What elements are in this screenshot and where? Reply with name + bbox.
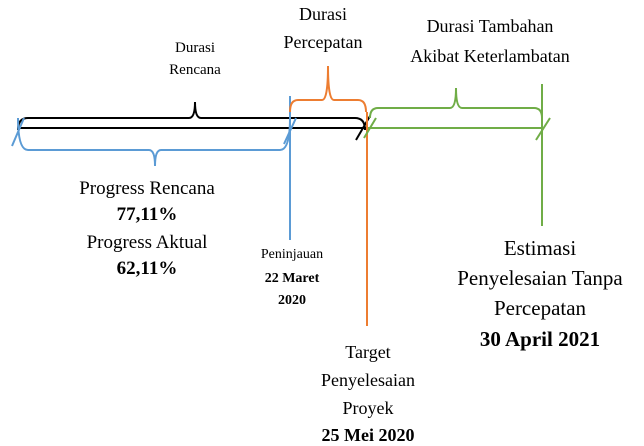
label: Percepatan	[494, 296, 587, 320]
value: 77,11%	[117, 204, 178, 225]
brace-percepatan	[289, 65, 367, 113]
label: Akibat Keterlambatan	[410, 46, 569, 66]
label: Penyelesaian	[321, 370, 415, 390]
date: 2020	[278, 293, 306, 308]
label: Rencana	[169, 62, 221, 78]
label: Percepatan	[284, 32, 363, 52]
label: Durasi Tambahan	[427, 16, 554, 36]
brace-tambahan	[369, 87, 543, 119]
label: Target	[345, 342, 390, 362]
brace-rencana	[17, 101, 366, 131]
brace-progress	[17, 117, 291, 167]
label: Estimasi	[504, 236, 576, 260]
label: Proyek	[343, 398, 394, 418]
date: 25 Mei 2020	[322, 425, 415, 445]
date: 30 April 2021	[480, 327, 600, 351]
label: Progress Aktual	[87, 232, 208, 253]
tick	[11, 117, 25, 147]
value: 62,11%	[117, 258, 178, 279]
tick	[363, 117, 377, 139]
label: Durasi	[299, 4, 347, 24]
label: Progress Rencana	[79, 178, 215, 199]
label: Penyelesaian Tanpa	[457, 266, 623, 290]
label: Peninjauan	[261, 247, 323, 262]
date: 22 Maret	[265, 271, 320, 286]
label: Durasi	[175, 40, 215, 56]
